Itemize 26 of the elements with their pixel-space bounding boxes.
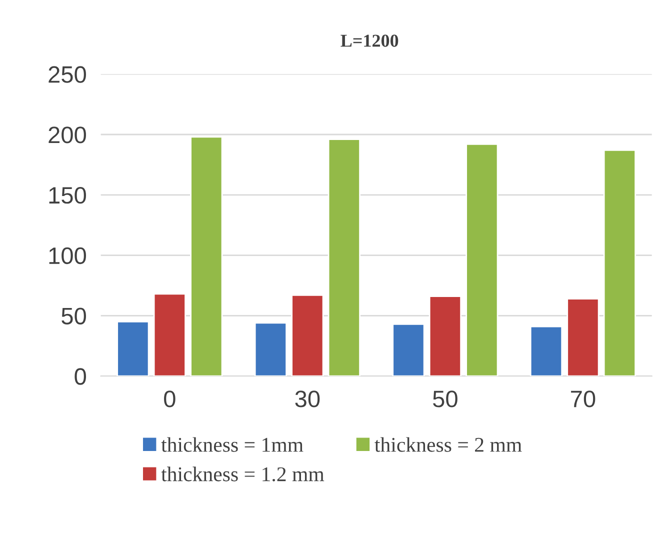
x-tick-label: 50 [433,390,458,408]
bar [291,294,324,376]
bar [428,296,462,376]
y-tick-label: 0 [74,368,86,385]
y-tick-label: 250 [48,66,86,83]
bar [603,150,636,376]
bar [466,143,498,376]
legend-label: thickness = 1.2 mm [161,466,324,482]
y-tick-label: 50 [62,308,86,324]
x-tick-label: 0 [164,390,176,408]
legend-label: thickness = 1mm [161,437,304,452]
y-tick-label: 200 [48,126,86,144]
x-tick-label: 30 [295,390,320,408]
bar [254,322,288,376]
bar [530,326,563,376]
bar [328,138,360,376]
y-tick-label: 150 [49,186,86,204]
x-tick-label: 70 [571,390,596,408]
chart-title: L=1200 [340,34,398,47]
bar [566,298,600,376]
bar [153,293,186,376]
legend-label: thickness = 2 mm [374,437,522,452]
bar [116,321,150,376]
bar [392,323,425,376]
bar [190,136,223,376]
y-tick-label: 100 [49,247,86,264]
